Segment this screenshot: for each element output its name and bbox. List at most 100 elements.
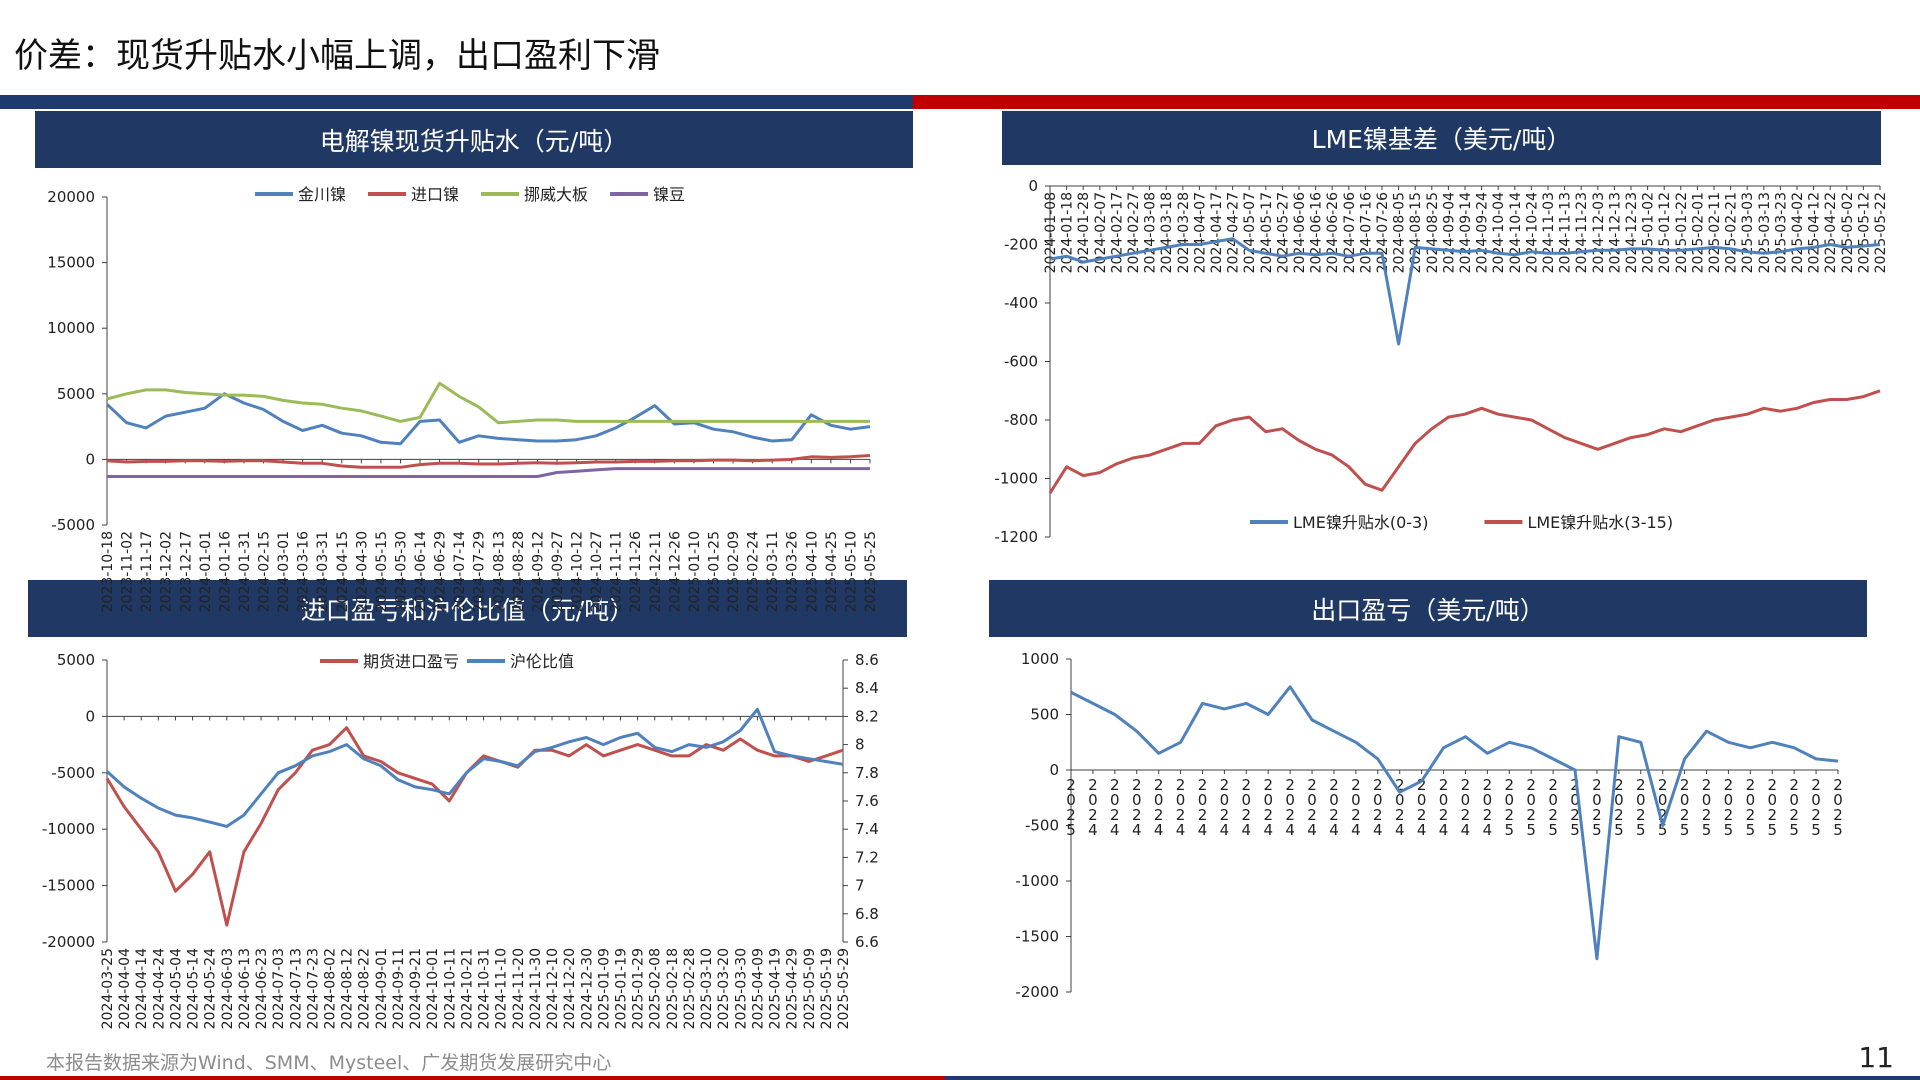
x-tick-label: 2024-11-30	[528, 948, 544, 1029]
x-tick-label: 2025-03-23	[1773, 192, 1789, 273]
x-tick-label: 2024-12-10	[545, 948, 561, 1029]
x-tick-label: 2024-10-27	[589, 531, 605, 612]
x-tick-label: 2024-04-17	[1209, 192, 1225, 273]
x-tick-label: 2025-03-30	[733, 948, 749, 1029]
x-tick-label: 2024-04-30	[354, 531, 370, 612]
x-tick-label: 2024-04-07	[1192, 192, 1208, 273]
x-tick-label: 2024-06-14	[413, 531, 429, 612]
x-tick-label: 2024-03-25	[100, 948, 116, 1029]
x-tick-label: 2024-04-15	[335, 531, 351, 612]
x-tick-label: 2024-08-28	[511, 531, 527, 612]
y2-tick-label: 6.8	[855, 905, 879, 923]
x-tick-label: 2024-08-15	[1408, 192, 1424, 273]
x-tick-label: 2024-09-24	[1475, 192, 1491, 273]
x-tick-label: 2024-02-15	[257, 531, 273, 612]
x-tick-label: 2025-04-09	[750, 948, 766, 1029]
x-tick-label: 2024-08-13	[491, 531, 507, 612]
x-tick-label: 2023-12-17	[178, 531, 194, 612]
x-tick-label: 2024-11-26	[628, 531, 644, 612]
y-tick-label: 0	[85, 450, 95, 468]
x-tick-label: 2023-11-17	[139, 531, 155, 612]
x-tick-label: 2024-10-31	[477, 948, 493, 1029]
x-tick-label: 2025-01-19	[613, 948, 629, 1029]
x-tick-label: 2024-09-21	[408, 948, 424, 1029]
x-tick-label: 2025-03-10	[699, 948, 715, 1029]
x-tick-label: 2024-12-11	[648, 531, 664, 612]
x-tick-label: 2025-01-29	[631, 948, 647, 1029]
x-tick-label: 2024-08-02	[323, 948, 339, 1029]
x-tick-label: 2025-03-13	[1757, 192, 1773, 273]
y2-tick-label: 8.2	[855, 707, 879, 725]
legend-label: 沪伦比值	[510, 652, 574, 671]
chart-title-spot: 电解镍现货升贴水（元/吨）	[319, 126, 629, 156]
x-tick-label: 2023-12-02	[159, 531, 175, 612]
panel-header-import: 进口盈亏和沪伦比值（元/吨）	[28, 580, 907, 637]
x-tick-label: 2024-09-04	[1441, 192, 1457, 273]
y-tick-label: -400	[1004, 294, 1038, 312]
x-tick-label: 2024-02-07	[1093, 192, 1109, 273]
x-tick-label: 2023-11-02	[120, 531, 136, 612]
x-tick-label: 2025-02-18	[665, 948, 681, 1029]
x-tick-label: 2025-05-12	[1856, 192, 1872, 273]
x-tick-label: 2024-06-23	[254, 948, 270, 1029]
legend-label: LME镍升贴水(3-15)	[1527, 513, 1673, 532]
x-tick-label: 2024-09-14	[1458, 192, 1474, 273]
panel-header-spot: 电解镍现货升贴水（元/吨）	[35, 111, 913, 168]
legend-label: 挪威大板	[524, 185, 588, 204]
x-tick-label: 2025-05-09	[802, 948, 818, 1029]
x-tick-label: 2024-02-17	[1109, 192, 1125, 273]
y2-tick-label: 8.4	[855, 679, 879, 697]
series-line	[107, 467, 870, 478]
x-tick-label: 2024-10-11	[442, 948, 458, 1029]
y-tick-label: -5000	[51, 516, 95, 534]
x-tick-label: 2025-04-12	[1807, 192, 1823, 273]
x-tick-label: 2024-06-06	[1292, 192, 1308, 273]
y2-tick-label: 7.6	[855, 792, 879, 810]
y-tick-label: -500	[1025, 817, 1059, 835]
x-tick-label: 2024-07-03	[271, 948, 287, 1029]
legend-label: 进口镍	[411, 185, 459, 204]
x-tick-label: 2024-05-30	[393, 531, 409, 612]
page-title: 价差：现货升贴水小幅上调，出口盈利下滑	[14, 36, 660, 76]
x-tick-label: 2025-02-01	[1690, 192, 1706, 273]
x-tick-label: 2024-12-30	[579, 948, 595, 1029]
x-tick-label: 2025-01-22	[1674, 192, 1690, 273]
x-tick-label: 2024-04-04	[117, 948, 133, 1029]
x-tick-label: 2025-04-10	[804, 531, 820, 612]
y-tick-label: -10000	[42, 820, 95, 838]
y2-tick-label: 6.6	[855, 933, 879, 951]
x-tick-label: 2025-04-25	[824, 531, 840, 612]
series-line	[105, 392, 871, 446]
y-tick-label: -15000	[42, 877, 95, 895]
x-tick-label: 2024-10-01	[425, 948, 441, 1029]
x-tick-label: 2024-10-14	[1508, 192, 1524, 273]
y2-tick-label: 7.2	[855, 848, 879, 866]
x-tick-label: 2025-01-25	[706, 531, 722, 612]
x-tick-label: 2024-09-27	[550, 531, 566, 612]
x-tick-label: 2025-04-02	[1790, 192, 1806, 273]
x-tick-label: 2025-04-22	[1823, 192, 1839, 273]
x-tick-label: 2024-12-13	[1607, 192, 1623, 273]
x-tick-label: 2024-07-13	[288, 948, 304, 1029]
x-tick-label: 2024-10-21	[459, 948, 475, 1029]
y-tick-label: -1000	[994, 470, 1038, 488]
x-tick-label: 2024-01-18	[1060, 192, 1076, 273]
y-tick-label: 5000	[57, 385, 95, 403]
x-tick-label: 2024-01-28	[1076, 192, 1092, 273]
x-tick-label: 2024-08-25	[1425, 192, 1441, 273]
